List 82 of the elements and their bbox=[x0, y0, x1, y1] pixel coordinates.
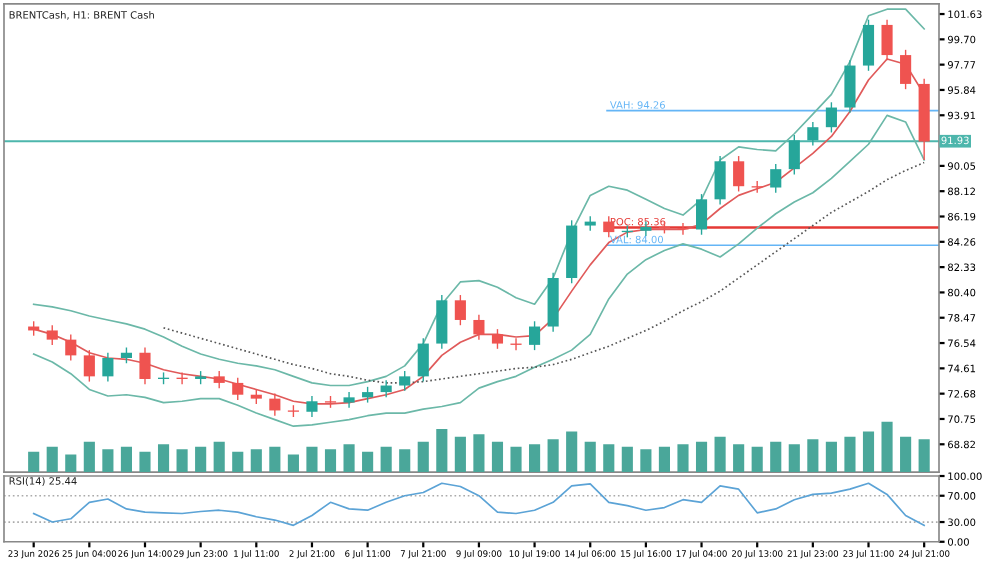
candlestick bbox=[269, 392, 281, 417]
candlestick bbox=[881, 18, 893, 62]
candlestick bbox=[83, 349, 95, 383]
candlestick bbox=[232, 376, 244, 401]
candlestick bbox=[733, 155, 745, 193]
bar bbox=[658, 446, 670, 473]
bar bbox=[695, 441, 708, 473]
candlestick bbox=[139, 346, 151, 385]
bar bbox=[677, 444, 689, 473]
bar bbox=[825, 441, 837, 473]
bar bbox=[807, 439, 819, 473]
candlestick bbox=[900, 49, 912, 90]
candlestick bbox=[306, 395, 318, 418]
candlestick bbox=[65, 333, 77, 362]
bar bbox=[918, 439, 930, 473]
bar bbox=[83, 441, 95, 473]
bar bbox=[46, 446, 58, 473]
candlestick bbox=[343, 391, 355, 409]
candlestick bbox=[788, 134, 800, 176]
bar bbox=[362, 451, 374, 473]
candlestick bbox=[102, 352, 114, 383]
bar bbox=[733, 444, 745, 473]
bar bbox=[232, 451, 244, 473]
candlestick bbox=[473, 314, 485, 341]
bar bbox=[862, 431, 875, 473]
bar bbox=[324, 449, 337, 473]
candlestick bbox=[862, 18, 875, 72]
line-series bbox=[32, 114, 925, 428]
bar bbox=[788, 444, 800, 473]
bar bbox=[157, 444, 170, 473]
bar bbox=[250, 449, 262, 473]
candlestick bbox=[399, 370, 411, 392]
bar bbox=[621, 446, 633, 473]
candlestick bbox=[695, 193, 708, 236]
bar bbox=[566, 431, 578, 473]
candlestick bbox=[491, 328, 504, 350]
candlestick bbox=[770, 163, 782, 194]
bar bbox=[287, 454, 299, 473]
bar bbox=[510, 446, 522, 473]
candlestick bbox=[603, 215, 615, 239]
bar bbox=[120, 446, 133, 473]
candlestick bbox=[46, 324, 58, 346]
bar bbox=[269, 446, 281, 473]
bar bbox=[436, 429, 448, 473]
candlestick bbox=[807, 121, 819, 147]
bar bbox=[343, 444, 355, 473]
bar bbox=[213, 441, 225, 473]
candlestick bbox=[529, 320, 541, 351]
bar bbox=[900, 436, 912, 473]
bar bbox=[547, 439, 559, 473]
bar bbox=[380, 446, 392, 473]
candlestick bbox=[417, 337, 429, 383]
bar bbox=[195, 446, 207, 473]
bar bbox=[844, 436, 856, 473]
bar bbox=[102, 449, 114, 473]
bar bbox=[603, 444, 615, 473]
bar bbox=[28, 451, 40, 473]
bar bbox=[640, 449, 652, 473]
bar bbox=[770, 441, 782, 473]
line-series bbox=[162, 161, 925, 384]
bar bbox=[473, 434, 485, 473]
bar bbox=[751, 446, 763, 473]
bar bbox=[139, 451, 151, 473]
candlestick bbox=[714, 155, 726, 206]
bar bbox=[176, 449, 188, 473]
candlestick bbox=[436, 294, 448, 350]
bar bbox=[65, 454, 77, 473]
bar bbox=[714, 436, 726, 473]
bar bbox=[399, 449, 411, 473]
bar bbox=[529, 444, 541, 473]
candlestick bbox=[751, 180, 763, 194]
bar bbox=[584, 441, 596, 473]
bar bbox=[417, 441, 429, 473]
line-series bbox=[32, 482, 925, 527]
bar bbox=[491, 441, 504, 473]
candlestick bbox=[825, 101, 837, 134]
bar bbox=[881, 421, 893, 473]
candlestick bbox=[454, 294, 466, 326]
candlestick bbox=[380, 379, 392, 399]
bar bbox=[454, 436, 466, 473]
candlestick bbox=[844, 59, 856, 114]
bar bbox=[306, 446, 318, 473]
